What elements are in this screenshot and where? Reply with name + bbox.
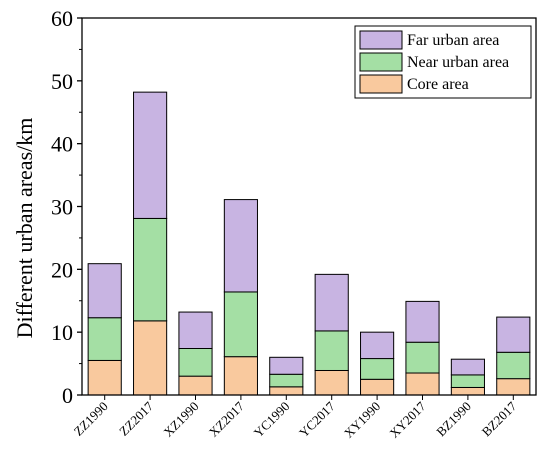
- bar-XY1990-seg-2: [360, 331, 395, 360]
- x-tick-label-4: YC1990: [251, 399, 293, 441]
- bar-XZ2017-seg-1: [223, 291, 258, 358]
- x-tick-label-6: XY1990: [341, 399, 383, 441]
- bar-BZ1990-seg-1: [450, 374, 485, 388]
- bar-XY2017-seg-2: [405, 300, 440, 343]
- bar-YC1990-seg-0: [269, 386, 304, 396]
- bar-ZZ2017-seg-1: [133, 217, 168, 322]
- x-tick-label-9: BZ2017: [479, 398, 520, 439]
- bar-BZ1990-seg-0: [450, 386, 485, 396]
- x-tick-label-1: ZZ2017: [116, 398, 157, 439]
- bar-YC2017-seg-2: [314, 273, 349, 332]
- y-tick-label-0: 0: [62, 383, 73, 408]
- bar-XY2017-seg-1: [405, 341, 440, 374]
- bar-YC1990-seg-1: [269, 373, 304, 388]
- bar-XZ1990-seg-1: [178, 348, 213, 377]
- x-tick-label-2: XZ1990: [160, 399, 201, 440]
- y-tick-label-4: 40: [51, 132, 73, 157]
- bar-YC2017-seg-0: [314, 370, 349, 396]
- bars-layer: [87, 91, 531, 396]
- bar-BZ2017-seg-0: [496, 378, 531, 396]
- legend-swatch-1: [359, 52, 403, 72]
- legend-label-1: Near urban area: [407, 54, 509, 71]
- bar-XY2017-seg-0: [405, 372, 440, 396]
- legend-swatch-2: [359, 74, 403, 94]
- y-tick-label-5: 50: [51, 69, 73, 94]
- y-tick-label-3: 30: [51, 195, 73, 220]
- bar-XY1990-seg-0: [360, 378, 395, 396]
- legend-label-0: Far urban area: [407, 32, 499, 49]
- bar-XY1990-seg-1: [360, 358, 395, 380]
- bar-BZ2017-seg-1: [496, 351, 531, 380]
- x-tick-label-0: ZZ1990: [71, 399, 111, 439]
- legend-swatch-0: [359, 30, 403, 50]
- x-tick-label-5: YC2017: [296, 398, 338, 440]
- bar-ZZ1990-seg-2: [87, 263, 122, 319]
- y-axis-label: Different urban areas/km: [12, 118, 37, 339]
- bar-BZ2017-seg-2: [496, 316, 531, 353]
- y-tick-label-2: 20: [51, 257, 73, 282]
- bar-XZ1990-seg-0: [178, 375, 213, 396]
- legend-label-2: Core area: [407, 76, 469, 93]
- bar-XZ2017-seg-2: [223, 199, 258, 293]
- x-tick-label-3: XZ2017: [206, 398, 248, 440]
- bar-BZ1990-seg-2: [450, 358, 485, 376]
- bar-ZZ2017-seg-2: [133, 91, 168, 219]
- x-tick-label-7: XY2017: [386, 398, 429, 441]
- bar-ZZ2017-seg-0: [133, 320, 168, 396]
- bar-XZ2017-seg-0: [223, 356, 258, 396]
- legend: Far urban area Near urban area Core area: [354, 25, 532, 99]
- bar-ZZ1990-seg-1: [87, 317, 122, 361]
- x-tick-label-8: BZ1990: [433, 399, 474, 440]
- y-tick-label-1: 10: [51, 320, 73, 345]
- y-tick-label-6: 60: [51, 6, 73, 31]
- bar-XZ1990-seg-2: [178, 311, 213, 349]
- bar-ZZ1990-seg-0: [87, 359, 122, 396]
- bar-YC1990-seg-2: [269, 356, 304, 375]
- bar-YC2017-seg-1: [314, 330, 349, 371]
